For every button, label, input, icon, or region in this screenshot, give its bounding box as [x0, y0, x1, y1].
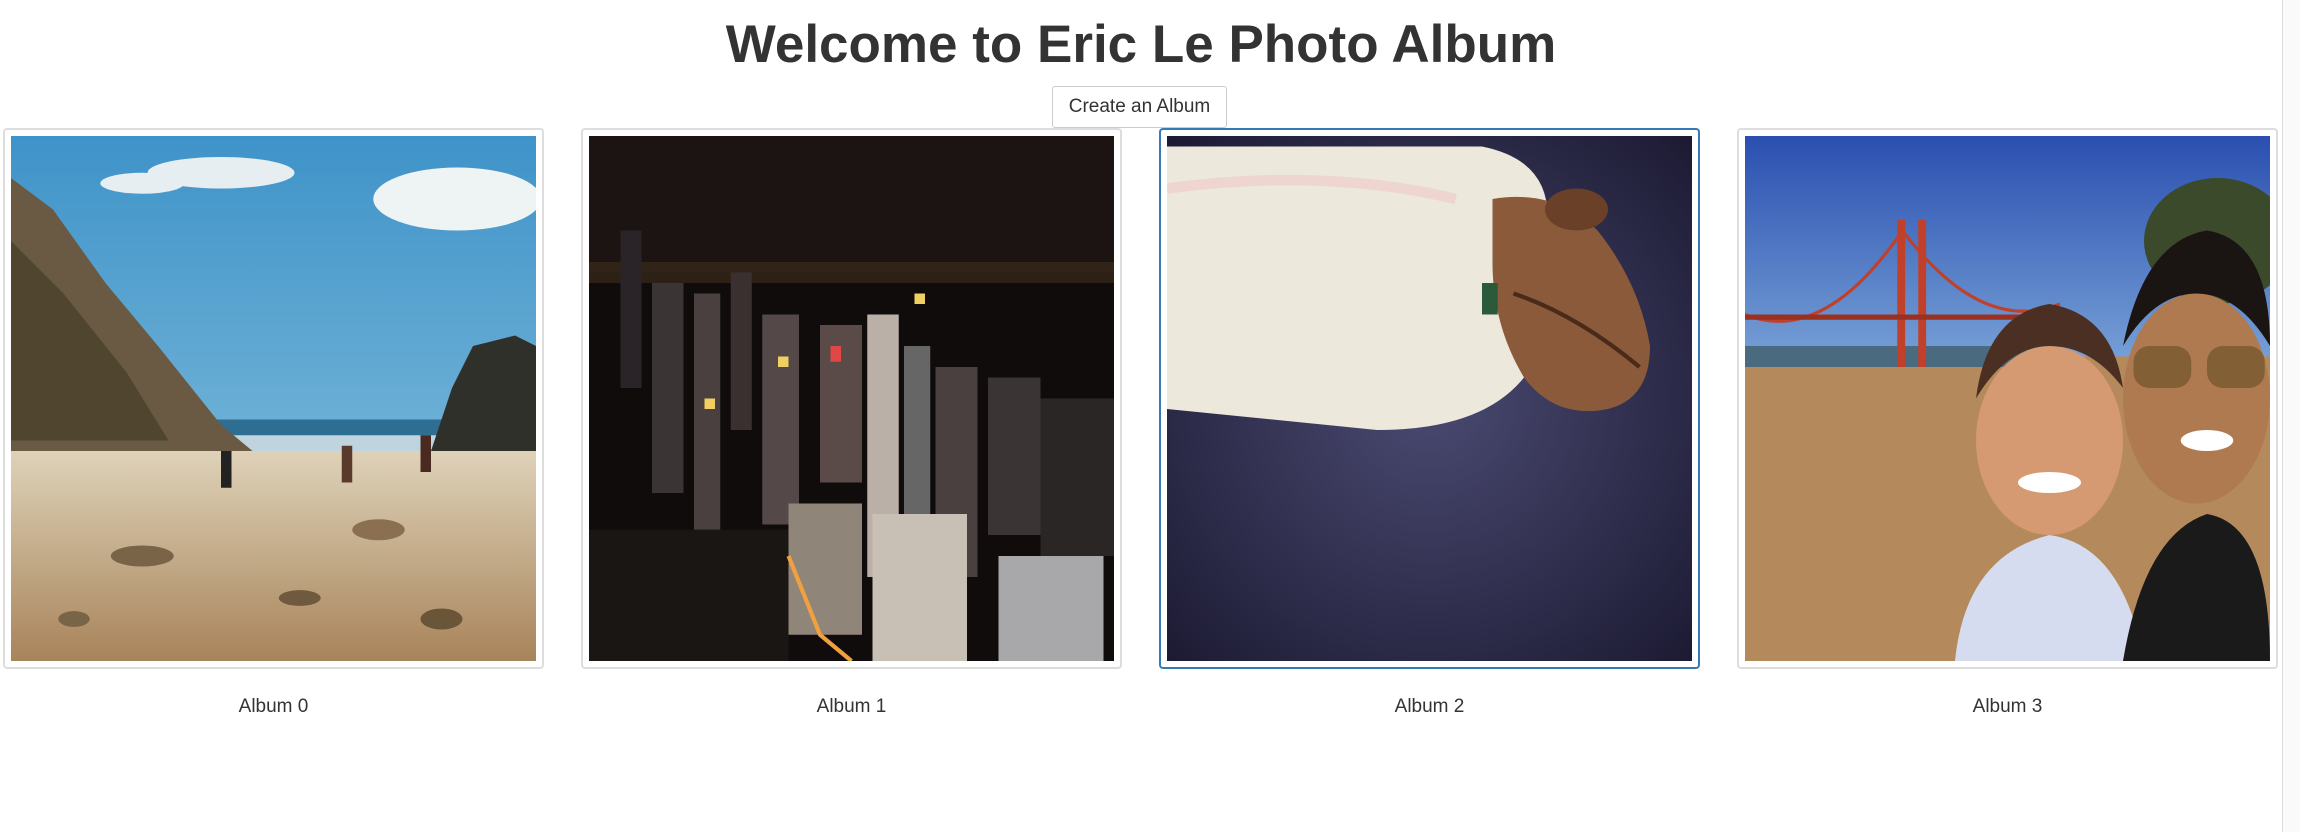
album-1-photo [589, 136, 1114, 661]
album-0-caption[interactable]: Album 0 [238, 696, 309, 717]
album-1-thumbnail[interactable] [581, 128, 1122, 669]
album-grid: Album 0 [3, 128, 2283, 719]
album-0-thumbnail[interactable] [3, 128, 544, 669]
create-album-button[interactable]: Create an Album [1052, 86, 1227, 128]
album-card: Album 1 [581, 128, 1122, 719]
album-card: Album 0 [3, 128, 544, 719]
album-2-photo [1167, 136, 1692, 661]
page-title: Welcome to Eric Le Photo Album [725, 15, 1557, 74]
album-1-caption[interactable]: Album 1 [816, 696, 887, 717]
album-3-photo [1745, 136, 2270, 661]
vertical-scrollbar[interactable] [2282, 0, 2300, 832]
album-3-thumbnail[interactable] [1737, 128, 2278, 669]
album-card: Album 2 [1159, 128, 1700, 719]
album-0-photo [11, 136, 536, 661]
album-2-caption[interactable]: Album 2 [1394, 696, 1465, 717]
album-2-thumbnail[interactable] [1159, 128, 1700, 669]
album-card: Album 3 [1737, 128, 2278, 719]
album-3-caption[interactable]: Album 3 [1972, 696, 2043, 717]
